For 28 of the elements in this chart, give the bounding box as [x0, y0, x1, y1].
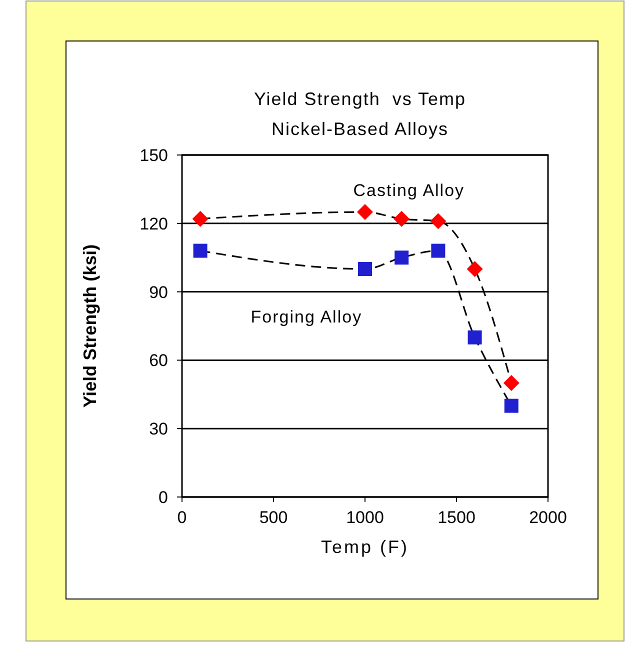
x-tick-label: 1500	[438, 508, 476, 527]
y-tick-label: 0	[158, 488, 168, 507]
chart-title: Yield Strength vs Temp Nickel-Based Alloys	[254, 89, 466, 139]
x-axis-title: Temp (F)	[321, 537, 409, 557]
x-tick-label: 2000	[529, 508, 567, 527]
point	[430, 213, 446, 230]
point	[466, 261, 483, 277]
point	[468, 330, 482, 344]
point	[193, 244, 208, 258]
x-tick-label: 1000	[346, 508, 384, 527]
point	[394, 210, 410, 227]
point	[394, 250, 409, 265]
point	[504, 398, 518, 413]
y-tick-label: 30	[149, 420, 168, 439]
y-tick-label: 60	[149, 351, 168, 370]
x-tick-label: 500	[259, 508, 288, 527]
y-tick-label: 150	[140, 146, 168, 165]
x-tick-label: 0	[177, 508, 187, 527]
series-label: Forging Alloy	[250, 308, 362, 327]
point	[431, 244, 446, 258]
point	[358, 262, 372, 276]
series-label: Casting Alloy	[353, 181, 465, 200]
y-tick-label: 120	[140, 214, 168, 234]
y-tick-label: 90	[149, 282, 168, 302]
point	[192, 210, 208, 227]
point	[503, 375, 520, 391]
y-axis-title: Yield Strength (ksi)	[80, 244, 100, 408]
point	[357, 204, 373, 220]
